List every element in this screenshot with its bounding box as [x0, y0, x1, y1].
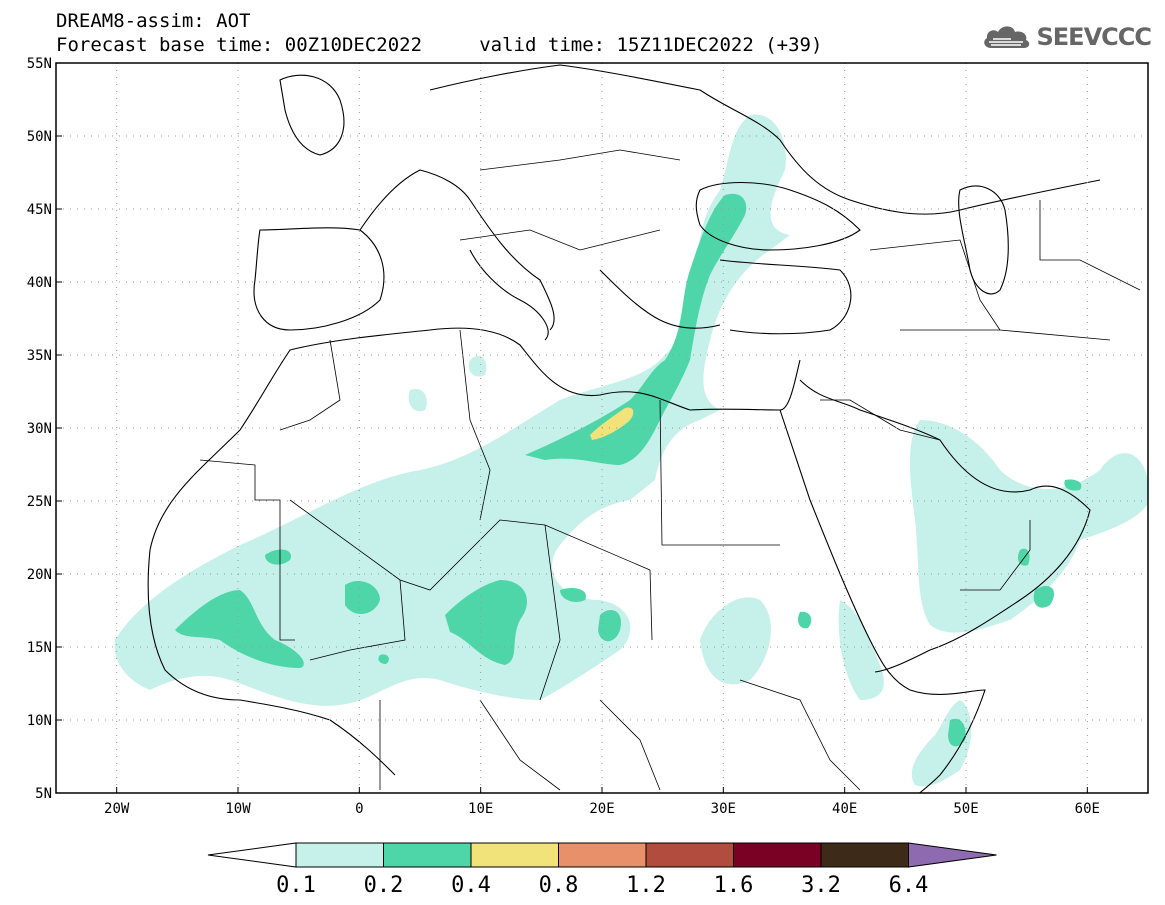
lon-tick-label: 10E	[468, 801, 493, 817]
map-subtitle: Forecast base time: 00Z10DEC2022 valid t…	[56, 34, 823, 56]
colorbar-segment	[733, 842, 822, 868]
lon-tick-label: 30E	[711, 801, 736, 817]
colorbar-level-label: 1.6	[714, 873, 754, 898]
colorbar-level-label: 0.8	[539, 873, 579, 898]
lat-tick-label: 25N	[27, 494, 52, 510]
longitude-labels: 20W 10W 0 10E 20E 30E 40E 50E 60E	[104, 787, 1100, 817]
country-borders	[199, 149, 1141, 791]
colorbar-level-label: 1.2	[626, 873, 666, 898]
lat-tick-label: 55N	[27, 56, 52, 72]
map-plot-area	[55, 62, 1149, 794]
colorbar-segment	[820, 842, 909, 868]
lat-tick-label: 10N	[27, 713, 52, 729]
lat-tick-label: 45N	[27, 202, 52, 218]
logo-text: SEEVCCC	[1036, 23, 1152, 51]
lat-tick-label: 35N	[27, 348, 52, 364]
lat-tick-label: 15N	[27, 640, 52, 656]
colorbar-level-label: 0.4	[451, 873, 491, 898]
lat-tick-label: 20N	[27, 567, 52, 583]
dust-area-level-0.4	[590, 407, 634, 440]
lat-tick-label: 5N	[35, 786, 52, 802]
colorbar-segment	[470, 842, 559, 868]
lon-tick-label: 0	[355, 801, 363, 817]
colorbar-level-label: 0.2	[364, 873, 404, 898]
lon-tick-label: 40E	[832, 801, 857, 817]
lon-tick-label: 60E	[1075, 801, 1100, 817]
lat-tick-label: 30N	[27, 421, 52, 437]
lon-tick-label: 20E	[589, 801, 614, 817]
colorbar-segment	[383, 842, 472, 868]
lat-tick-label: 50N	[27, 129, 52, 145]
colorbar-level-label: 6.4	[889, 873, 929, 898]
dust-area-level-0.2	[175, 193, 1082, 747]
lon-tick-label: 50E	[953, 801, 978, 817]
colorbar: 0.1 0.2 0.4 0.8 1.2 1.6 3.2 6.4	[207, 842, 997, 898]
colorbar-level-label: 0.1	[276, 873, 316, 898]
seevccc-logo: SEEVCCC	[981, 22, 1152, 52]
colorbar-segment	[558, 842, 647, 868]
colorbar-level-label: 3.2	[801, 873, 841, 898]
lat-tick-label: 40N	[27, 275, 52, 291]
cloud-icon	[983, 26, 1029, 48]
colorbar-over-triangle	[908, 842, 997, 868]
colorbar-under-triangle	[207, 842, 297, 868]
lon-tick-label: 10W	[225, 801, 251, 817]
map-title: DREAM8-assim: AOT	[56, 10, 251, 32]
lon-tick-label: 20W	[104, 801, 130, 817]
colorbar-segment	[295, 842, 384, 868]
coastlines	[147, 64, 1101, 793]
colorbar-segment	[645, 842, 734, 868]
latitude-labels: 55N 50N 45N 40N 35N 30N 25N 20N 15N 10N 5N	[27, 56, 62, 802]
